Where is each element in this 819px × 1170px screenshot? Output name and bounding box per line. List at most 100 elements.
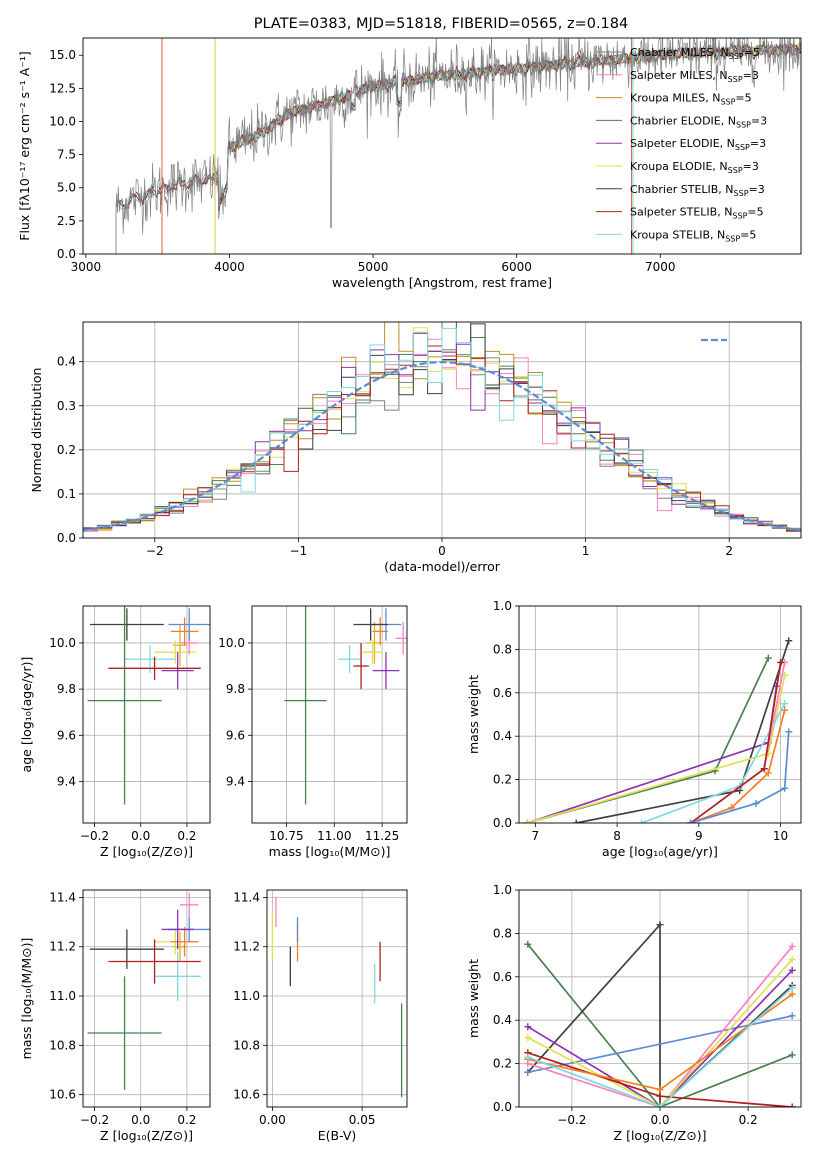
y-tick-label: 11.2 — [233, 940, 260, 954]
y-tick-label: 0.4 — [493, 729, 512, 743]
x-tick-label: 0 — [438, 544, 446, 558]
x-tick-label: 0.00 — [259, 1113, 286, 1127]
x-axis-label: E(B-V) — [318, 1128, 357, 1143]
model-spectrum-line — [214, 41, 801, 254]
y-tick-label: 0.3 — [57, 399, 76, 413]
x-axis-label: Z [log₁₀(Z/Z⊙)] — [614, 1128, 707, 1143]
x-tick-label: 6000 — [501, 260, 532, 274]
mass-weight-line — [527, 969, 793, 1107]
legend-value: =5 — [740, 228, 756, 241]
normal-reference-curve — [83, 360, 801, 532]
legend-entry: Chabrier STELIB, NSSP=3 — [630, 183, 765, 198]
mass-weight-line — [526, 657, 770, 823]
plus-marker — [656, 921, 664, 929]
legend-entry: Kroupa MILES, NSSP=5 — [630, 92, 752, 107]
x-axis-label: Z [log₁₀(Z/Z⊙)] — [100, 1128, 193, 1143]
x-tick-label: 0.0 — [650, 1113, 669, 1127]
subscript: SSP — [735, 143, 750, 152]
age-vs-Z-plot-area — [83, 606, 210, 823]
legend-value: =5 — [747, 206, 763, 219]
y-tick-label: 1.0 — [493, 883, 512, 897]
y-axis-label: Flux [fλ10⁻¹⁷ erg cm⁻² s⁻¹ A⁻¹] — [17, 51, 32, 240]
y-tick-label: 12.5 — [49, 81, 76, 95]
y-tick-label: 0.2 — [493, 1057, 512, 1071]
x-tick-label: 8 — [613, 829, 621, 843]
plus-marker — [764, 654, 772, 662]
age-vs-mass-plot-area — [252, 606, 407, 823]
legend-entry: Chabrier ELODIE, NSSP=3 — [630, 114, 767, 129]
plus-marker — [638, 819, 646, 823]
y-tick-label: 0.6 — [493, 970, 512, 984]
plus-marker — [788, 942, 796, 950]
y-tick-label: 15.0 — [49, 48, 76, 62]
mass-vs-EBV-plot-area — [267, 890, 407, 1107]
legend-entry: Salpeter ELODIE, NSSP=3 — [630, 137, 766, 152]
y-tick-label: 10.0 — [49, 636, 76, 650]
plus-marker — [781, 700, 789, 708]
subscript: SSP — [725, 234, 740, 243]
subscript: SSP — [728, 166, 743, 175]
mass-weight-line — [527, 945, 793, 1107]
axes-frame — [82, 321, 802, 539]
mass-weight-line — [690, 731, 790, 823]
y-tick-label: 10.8 — [233, 1038, 260, 1052]
plus-marker — [572, 819, 580, 823]
y-tick-label: 11.4 — [233, 890, 260, 904]
y-tick-label: 0.4 — [57, 355, 76, 369]
axes-frame — [82, 37, 802, 255]
x-tick-label: 11.00 — [317, 829, 351, 843]
massweight-vs-age-panel: 7 8 9 10 0.0 0.2 0.4 0.6 0.8 1.0 age [log₁₀(age/yr… — [466, 599, 802, 859]
y-axis-label: mass [log₁₀(M/M⊙)] — [19, 938, 34, 1060]
x-tick-label: 4000 — [214, 260, 245, 274]
x-tick-label: 3000 — [71, 260, 102, 274]
x-tick-label: 0.2 — [177, 829, 196, 843]
legend-value: =3 — [743, 160, 759, 173]
x-tick-label: 11.25 — [365, 829, 399, 843]
figure-title: PLATE=0383, MJD=51818, FIBERID=0565, z=0… — [254, 16, 628, 32]
residuals-plot-area — [83, 322, 801, 538]
y-tick-label: 11.0 — [49, 989, 76, 1003]
plus-marker — [752, 799, 760, 807]
y-tick-label: 9.8 — [226, 682, 245, 696]
y-tick-label: 10.0 — [49, 114, 76, 128]
x-tick-label: 1 — [582, 544, 590, 558]
plus-marker — [788, 990, 796, 998]
plus-marker — [781, 784, 789, 792]
massweight-vs-age-plot-area — [519, 606, 801, 823]
y-tick-label: 0.8 — [493, 642, 512, 656]
plot-layer: 3000 4000 5000 6000 70000.02.55.07.510.012.5… — [17, 37, 802, 1143]
x-tick-label: −2 — [146, 544, 164, 558]
y-tick-label: 1.0 — [493, 599, 512, 613]
legend-entry: Kroupa ELODIE, NSSP=3 — [630, 160, 759, 175]
x-tick-label: −0.2 — [557, 1113, 586, 1127]
x-tick-label: 7 — [532, 829, 540, 843]
model-spectrum-line — [214, 42, 801, 254]
plus-marker — [788, 1103, 796, 1107]
subscript: SSP — [732, 212, 747, 221]
x-tick-label: 0.05 — [349, 1113, 376, 1127]
mass-vs-Z-plot-area — [83, 890, 210, 1107]
subscript: SSP — [728, 75, 743, 84]
x-tick-label: 0.0 — [131, 1113, 150, 1127]
y-tick-label: 0.2 — [57, 443, 76, 457]
y-tick-label: 0.8 — [493, 926, 512, 940]
y-tick-label: 5.0 — [57, 181, 76, 195]
residuals-panel: −2 −1 0 1 2 0.0 0.1 0.2 0.3 0.4 (data-model)/error… — [29, 321, 802, 574]
axes-frame — [82, 889, 211, 1108]
axes-frame — [518, 889, 802, 1108]
y-tick-label: 0.0 — [57, 247, 76, 261]
plus-marker — [777, 658, 785, 666]
legend-entry: Salpeter MILES, NSSP=3 — [630, 69, 759, 84]
legend-value: =3 — [743, 69, 759, 82]
plus-marker — [785, 637, 793, 645]
y-tick-label: 10.6 — [49, 1088, 76, 1102]
plus-marker — [788, 1051, 796, 1059]
x-tick-label: 10 — [773, 829, 788, 843]
mass-weight-line — [527, 958, 793, 1107]
legend-value: =3 — [750, 137, 766, 150]
legend-entry: Chabrier MILES, NSSP=5 — [630, 46, 760, 61]
observed-spectrum-line — [115, 38, 801, 254]
y-tick-label: 9.6 — [57, 728, 76, 742]
axes-frame — [266, 889, 408, 1108]
plus-marker — [524, 1023, 532, 1031]
